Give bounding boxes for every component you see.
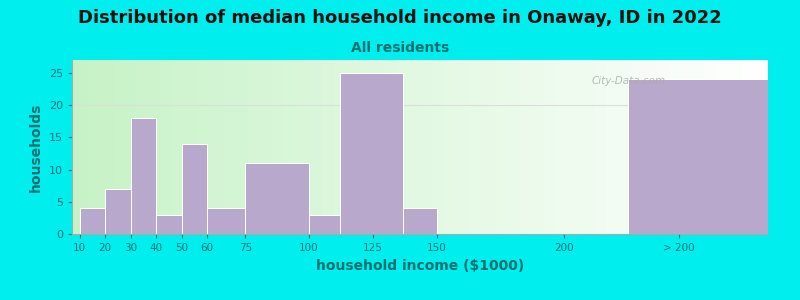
Y-axis label: households: households bbox=[30, 102, 43, 192]
Bar bbox=[156, 215, 182, 234]
Text: Distribution of median household income in Onaway, ID in 2022: Distribution of median household income … bbox=[78, 9, 722, 27]
Bar bbox=[246, 163, 309, 234]
Bar bbox=[105, 189, 130, 234]
Bar bbox=[182, 144, 207, 234]
Bar bbox=[207, 208, 246, 234]
Bar bbox=[130, 118, 156, 234]
Text: City-Data.com: City-Data.com bbox=[592, 76, 666, 86]
Bar bbox=[80, 208, 105, 234]
Bar bbox=[403, 208, 437, 234]
Bar bbox=[628, 79, 768, 234]
X-axis label: household income ($1000): household income ($1000) bbox=[316, 259, 524, 273]
Bar bbox=[309, 215, 340, 234]
Text: All residents: All residents bbox=[351, 40, 449, 55]
Bar bbox=[340, 73, 403, 234]
